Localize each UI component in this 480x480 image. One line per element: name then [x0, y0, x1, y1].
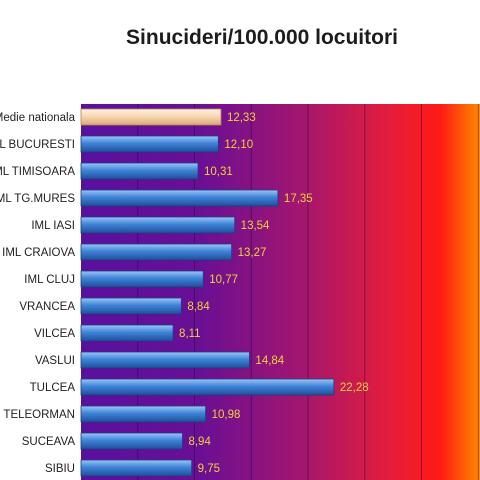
- value-label: 10,77: [209, 274, 238, 286]
- category-label: IML CLUJ: [24, 274, 75, 286]
- bar: [80, 135, 219, 153]
- bar: [80, 270, 204, 288]
- category-label: TELEORMAN: [3, 409, 75, 421]
- category-label: VRANCEA: [19, 301, 75, 313]
- category-label: TULCEA: [30, 382, 76, 394]
- category-label: VILCEA: [34, 328, 75, 340]
- bar: [80, 459, 193, 477]
- bar: [80, 108, 222, 126]
- category-label: IML CRAIOVA: [2, 247, 75, 259]
- chart-title: Sinucideri/100.000 locuitori: [126, 26, 398, 49]
- value-label: 13,54: [241, 220, 270, 232]
- category-label: IML IASI: [31, 220, 75, 232]
- value-label: 8,94: [188, 436, 211, 448]
- category-label: SUCEAVA: [22, 436, 76, 448]
- value-label: 8,84: [187, 301, 210, 313]
- value-label: 17,35: [284, 193, 313, 205]
- bars: [80, 108, 335, 477]
- value-label: 13,27: [238, 247, 267, 259]
- bar: [80, 243, 233, 261]
- category-label: IML TIMISOARA: [0, 166, 75, 178]
- value-label: 12,33: [227, 112, 256, 124]
- value-labels: 12,33 12,10 10,31 17,35 13,54 13,27 10,77 8,84 8…: [179, 112, 369, 475]
- category-label: VASLUI: [35, 355, 75, 367]
- bar: [80, 378, 335, 396]
- value-label: 14,84: [255, 355, 284, 367]
- bar: [80, 216, 236, 234]
- bar: [80, 162, 199, 180]
- bar: [80, 189, 279, 207]
- category-label: IML BUCURESTI: [0, 139, 75, 151]
- value-label: 9,75: [198, 463, 220, 475]
- bar: [80, 351, 250, 369]
- bar: [80, 432, 183, 450]
- category-labels: Medie nationala IML BUCURESTI IML TIMISOAR…: [0, 112, 76, 475]
- value-label: 22,28: [340, 382, 369, 394]
- bar: [80, 297, 182, 315]
- bar: [80, 324, 174, 342]
- category-label: SIBIU: [45, 463, 75, 475]
- value-label: 10,31: [204, 166, 233, 178]
- bar: [80, 405, 207, 423]
- value-label: 12,10: [224, 139, 253, 151]
- category-label: Medie nationala: [0, 112, 76, 124]
- value-label: 10,98: [212, 409, 241, 421]
- plot-background: [81, 104, 480, 480]
- category-label: IML TG.MURES: [0, 193, 75, 205]
- value-label: 8,11: [179, 328, 201, 340]
